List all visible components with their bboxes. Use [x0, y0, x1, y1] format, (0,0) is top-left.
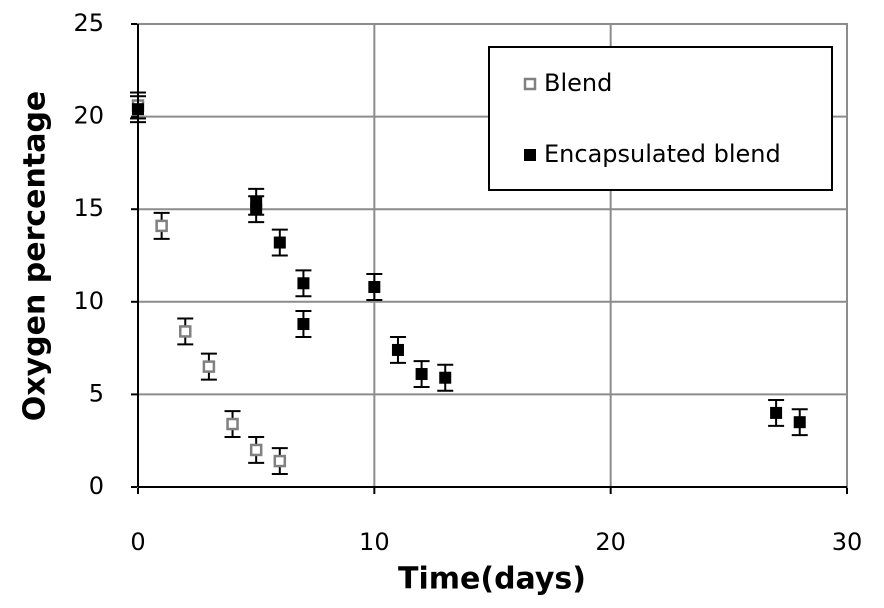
y-axis-label: Oxygen percentage — [18, 91, 53, 422]
legend-marker — [524, 149, 536, 161]
point — [273, 454, 287, 468]
legend-box — [488, 46, 833, 191]
point — [249, 443, 263, 457]
legend-marker — [523, 77, 537, 91]
x-tick-label: 0 — [130, 528, 145, 556]
y-tick-label: 5 — [89, 379, 104, 407]
x-tick-label: 10 — [359, 528, 390, 556]
point — [132, 103, 144, 116]
point — [415, 368, 428, 381]
y-tick-label: 20 — [73, 102, 104, 130]
point — [226, 417, 239, 431]
point — [391, 343, 404, 356]
x-tick-label: 20 — [595, 528, 626, 556]
point — [770, 406, 783, 419]
point — [250, 203, 263, 216]
y-tick-label: 10 — [73, 287, 104, 315]
point — [793, 416, 806, 429]
point — [155, 219, 168, 233]
y-tick-label: 15 — [73, 194, 104, 222]
point — [297, 318, 310, 331]
y-tick-label: 25 — [73, 9, 104, 37]
point — [202, 360, 216, 373]
point — [439, 371, 452, 384]
point — [179, 325, 192, 338]
point — [368, 280, 381, 293]
point — [297, 277, 310, 290]
point — [273, 236, 286, 249]
x-tick-label: 30 — [832, 528, 863, 556]
x-axis-label: Time(days) — [398, 562, 586, 597]
y-tick-label: 0 — [89, 472, 104, 500]
legend-label: Encapsulated blend — [544, 140, 781, 168]
legend-label: Blend — [544, 69, 612, 97]
